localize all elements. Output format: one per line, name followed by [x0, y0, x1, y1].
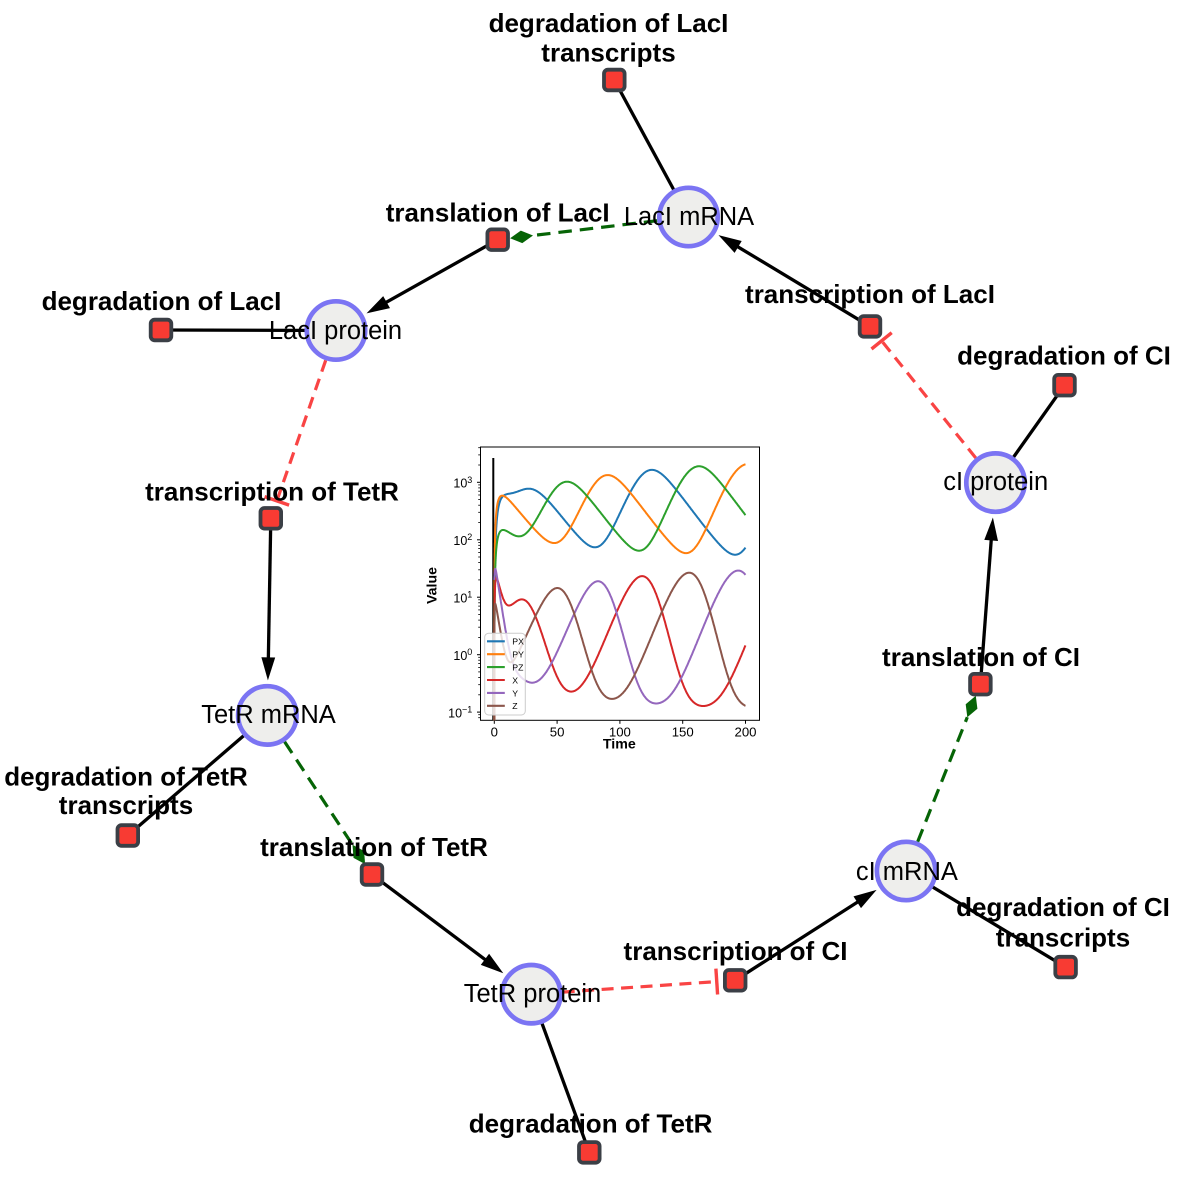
- svg-text:transcription of TetR: transcription of TetR: [145, 477, 399, 507]
- svg-text:100: 100: [453, 647, 472, 663]
- svg-text:transcription of CI: transcription of CI: [624, 936, 848, 966]
- svg-text:10−1: 10−1: [448, 705, 472, 721]
- svg-text:translation of TetR: translation of TetR: [260, 832, 488, 862]
- svg-text:150: 150: [672, 725, 694, 740]
- svg-text:transcription of LacI: transcription of LacI: [745, 279, 995, 309]
- svg-text:degradation of TetR: degradation of TetR: [4, 762, 248, 792]
- svg-text:200: 200: [734, 725, 756, 740]
- svg-text:transcripts: transcripts: [541, 38, 675, 68]
- svg-text:100: 100: [609, 725, 631, 740]
- svg-text:101: 101: [453, 590, 472, 606]
- svg-text:TetR mRNA: TetR mRNA: [201, 701, 336, 729]
- svg-text:LacI mRNA: LacI mRNA: [624, 203, 754, 231]
- svg-text:degradation of CI: degradation of CI: [957, 341, 1171, 371]
- svg-text:translation of LacI: translation of LacI: [386, 197, 610, 227]
- svg-text:X: X: [512, 675, 518, 685]
- svg-text:degradation of LacI: degradation of LacI: [42, 286, 282, 316]
- svg-text:PY: PY: [512, 650, 524, 660]
- svg-text:TetR protein: TetR protein: [464, 980, 602, 1008]
- svg-text:LacI protein: LacI protein: [269, 317, 402, 345]
- svg-text:transcripts: transcripts: [996, 923, 1130, 953]
- svg-text:0: 0: [491, 725, 498, 740]
- svg-text:cI mRNA: cI mRNA: [856, 858, 958, 886]
- svg-text:transcripts: transcripts: [59, 790, 193, 820]
- svg-text:Time: Time: [603, 737, 636, 753]
- svg-text:103: 103: [453, 475, 472, 491]
- svg-text:PX: PX: [512, 637, 524, 647]
- svg-text:Z: Z: [512, 701, 518, 711]
- svg-text:translation of CI: translation of CI: [882, 642, 1080, 672]
- svg-text:PZ: PZ: [512, 663, 524, 673]
- svg-text:Value: Value: [425, 567, 441, 604]
- svg-text:degradation of LacI: degradation of LacI: [489, 8, 729, 38]
- svg-text:degradation of CI: degradation of CI: [956, 892, 1170, 922]
- svg-text:cI protein: cI protein: [943, 468, 1048, 496]
- svg-text:degradation of TetR: degradation of TetR: [469, 1109, 713, 1139]
- svg-text:Y: Y: [512, 688, 518, 698]
- svg-text:102: 102: [453, 532, 472, 548]
- svg-text:50: 50: [550, 725, 565, 740]
